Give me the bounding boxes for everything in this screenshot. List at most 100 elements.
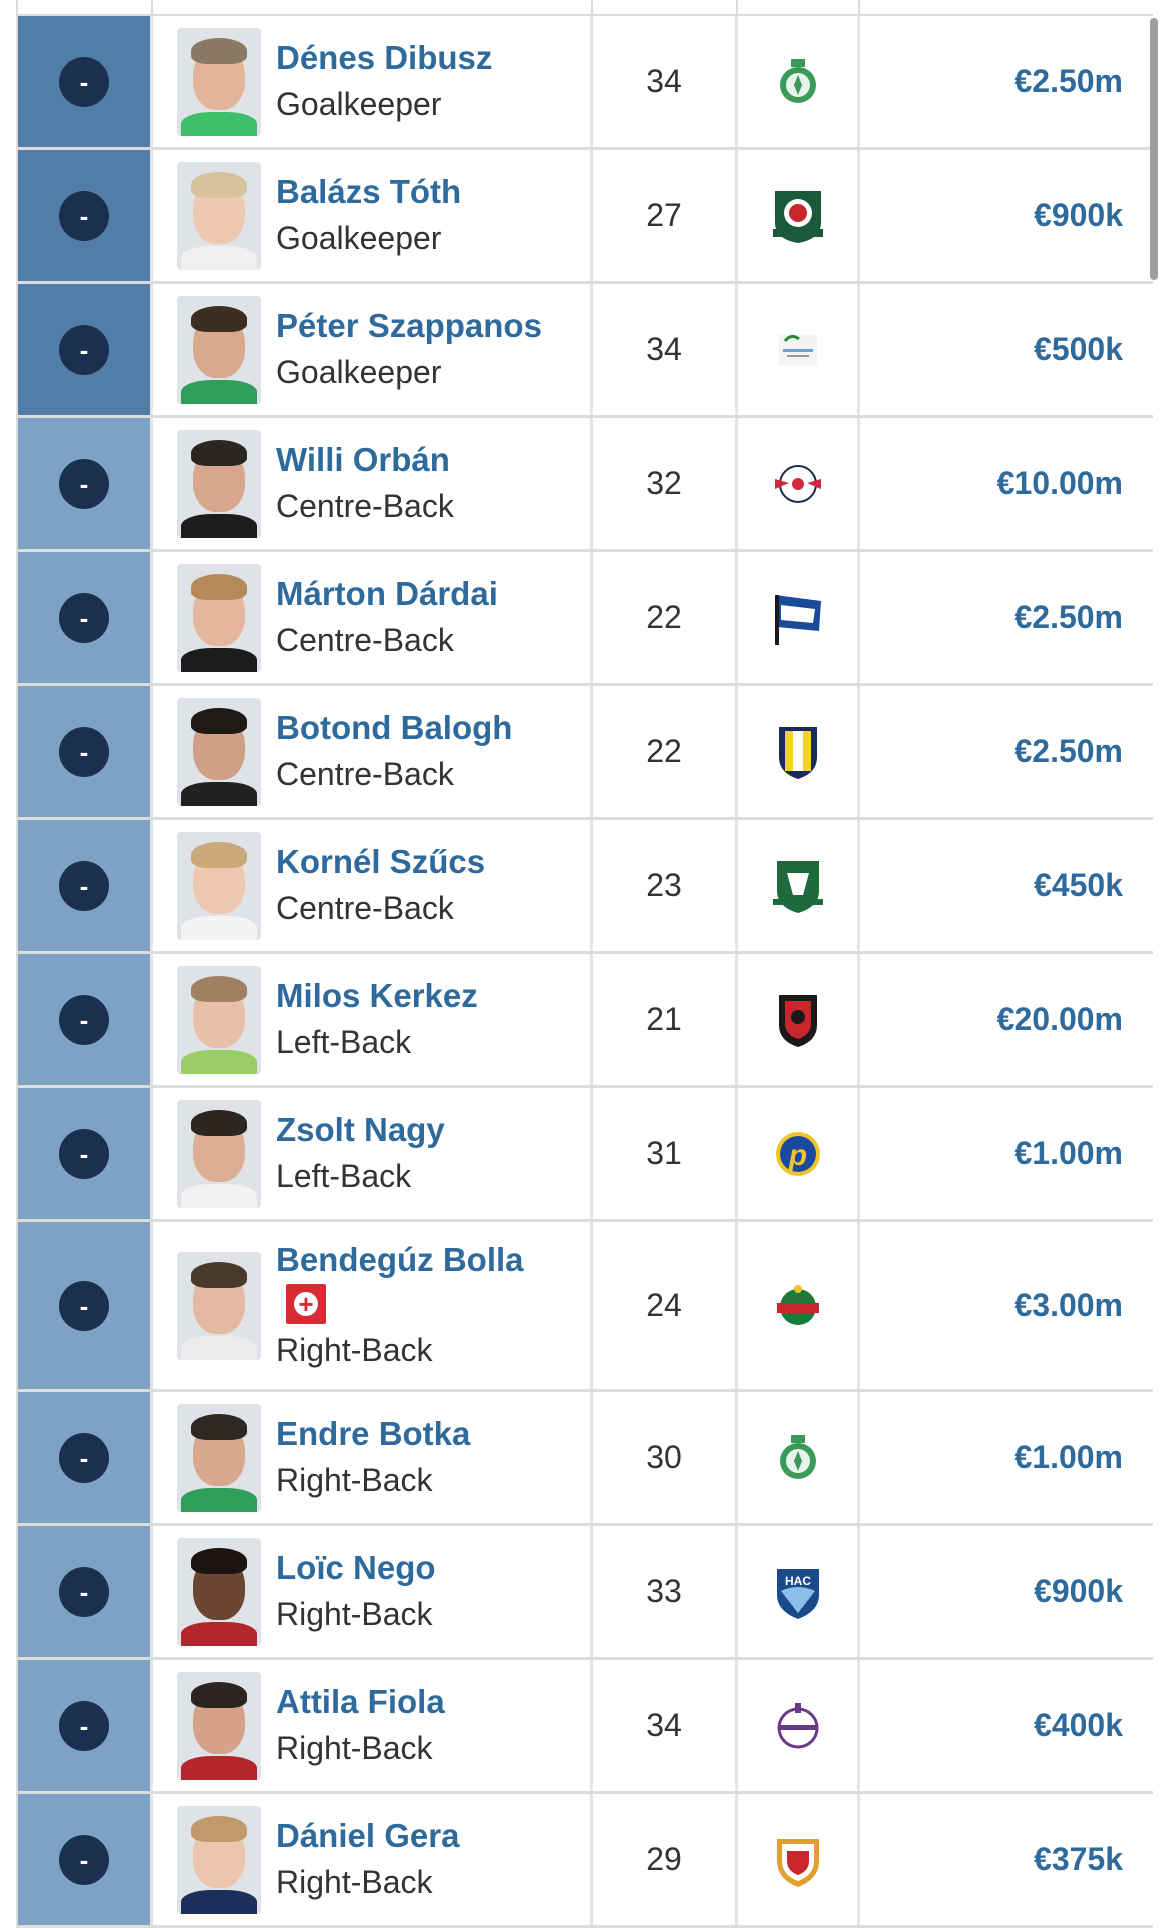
player-photo[interactable]	[177, 1251, 261, 1360]
player-photo[interactable]	[177, 1671, 261, 1780]
shirt-number-cell: -	[18, 1526, 153, 1657]
club-cell	[738, 1222, 860, 1389]
market-value[interactable]: €375k	[1034, 1841, 1123, 1877]
player-cell: Willi Orbán Centre-Back	[153, 418, 593, 549]
plymouth-crest-icon[interactable]	[769, 855, 827, 917]
table-row[interactable]: - Milos Kerkez Left-Back 21 €20.00m	[18, 954, 1153, 1088]
player-photo[interactable]	[177, 1805, 261, 1914]
player-name-link[interactable]: Endre Botka	[276, 1414, 471, 1452]
player-photo[interactable]	[177, 161, 261, 270]
player-photo[interactable]	[177, 563, 261, 672]
player-position: Right-Back	[276, 1595, 433, 1632]
market-value[interactable]: €1.00m	[1014, 1439, 1123, 1475]
player-age: 22	[593, 686, 738, 817]
player-name-link[interactable]: Kornél Szűcs	[276, 842, 486, 880]
player-cell: Márton Dárdai Centre-Back	[153, 552, 593, 683]
shirt-number-cell: -	[18, 418, 153, 549]
rapid-wien-crest-icon[interactable]	[769, 1275, 827, 1337]
market-value[interactable]: €20.00m	[996, 1001, 1123, 1037]
table-row[interactable]: - Kornél Szűcs Centre-Back 23 €450k	[18, 820, 1153, 954]
swiss-flag-icon	[286, 1283, 326, 1324]
player-photo[interactable]	[177, 697, 261, 806]
player-name-link[interactable]: Bendegúz Bolla	[276, 1240, 524, 1278]
table-row[interactable]: - Balázs Tóth Goalkeeper 27 €900k	[18, 150, 1153, 284]
market-value[interactable]: €900k	[1034, 1573, 1123, 1609]
player-name-link[interactable]: Botond Balogh	[276, 708, 513, 746]
shirt-number-badge: -	[59, 1280, 109, 1331]
table-row[interactable]: - Zsolt Nagy Left-Back 31 p €1.00m	[18, 1088, 1153, 1222]
market-value[interactable]: €2.50m	[1014, 63, 1123, 99]
player-name-link[interactable]: Zsolt Nagy	[276, 1110, 445, 1148]
market-value[interactable]: €1.00m	[1014, 1135, 1123, 1171]
club-cell	[738, 150, 860, 281]
table-row[interactable]: - Botond Balogh Centre-Back 22 €2.50m	[18, 686, 1153, 820]
market-value[interactable]: €450k	[1034, 867, 1123, 903]
le-havre-crest-icon[interactable]: HAC	[769, 1561, 827, 1623]
player-position: Left-Back	[276, 1023, 412, 1060]
player-name-link[interactable]: Milos Kerkez	[276, 976, 478, 1014]
player-cell: Bendegúz Bolla Right-Back	[153, 1222, 593, 1389]
market-value[interactable]: €900k	[1034, 197, 1123, 233]
market-value[interactable]: €3.00m	[1014, 1287, 1123, 1323]
club-cell	[738, 954, 860, 1085]
shirt-number-badge: -	[59, 726, 109, 777]
table-row[interactable]: - Loïc Nego Right-Back 33 HAC €900k	[18, 1526, 1153, 1660]
player-photo[interactable]	[177, 295, 261, 404]
player-photo[interactable]	[177, 1403, 261, 1512]
club-logo-icon[interactable]	[769, 319, 827, 381]
hertha-flag-icon[interactable]	[769, 587, 827, 649]
player-position: Goalkeeper	[276, 219, 442, 256]
table-row[interactable]: - Márton Dárdai Centre-Back 22 €2.50m	[18, 552, 1153, 686]
player-photo[interactable]	[177, 429, 261, 538]
player-photo[interactable]	[177, 27, 261, 136]
player-position: Right-Back	[276, 1461, 433, 1498]
player-name-link[interactable]: Balázs Tóth	[276, 172, 462, 210]
ujpest-crest-icon[interactable]	[769, 1695, 827, 1757]
player-photo[interactable]	[177, 965, 261, 1074]
table-body: - Dénes Dibusz Goalkeeper 34 €2.50m -	[18, 16, 1153, 1928]
player-age: 24	[593, 1222, 738, 1389]
market-value[interactable]: €2.50m	[1014, 733, 1123, 769]
shirt-number-badge: -	[59, 1128, 109, 1179]
ferencvaros-crest-icon[interactable]	[769, 1427, 827, 1489]
market-value[interactable]: €500k	[1034, 331, 1123, 367]
table-row[interactable]: - Attila Fiola Right-Back 34 €400k	[18, 1660, 1153, 1794]
table-row[interactable]: - Dénes Dibusz Goalkeeper 34 €2.50m	[18, 16, 1153, 150]
player-name-link[interactable]: Péter Szappanos	[276, 306, 542, 344]
player-age: 22	[593, 552, 738, 683]
market-value[interactable]: €10.00m	[996, 465, 1123, 501]
market-value[interactable]: €2.50m	[1014, 599, 1123, 635]
player-name-link[interactable]: Attila Fiola	[276, 1682, 445, 1720]
market-value[interactable]: €400k	[1034, 1707, 1123, 1743]
parma-crest-icon[interactable]	[769, 721, 827, 783]
scrollbar[interactable]	[1150, 18, 1158, 280]
player-photo[interactable]	[177, 1099, 261, 1208]
club-cell	[738, 1794, 860, 1925]
ferencvaros-crest-icon[interactable]	[769, 51, 827, 113]
player-age: 23	[593, 820, 738, 951]
player-name-link[interactable]: Dániel Gera	[276, 1816, 460, 1854]
table-row[interactable]: - Dániel Gera Right-Back 29 €375k	[18, 1794, 1153, 1928]
table-row[interactable]: - Péter Szappanos Goalkeeper 34 €500k	[18, 284, 1153, 418]
player-age: 21	[593, 954, 738, 1085]
player-position: Right-Back	[276, 1729, 433, 1766]
debrecen-crest-icon[interactable]	[769, 1829, 827, 1891]
table-row[interactable]: - Bendegúz Bolla Right-Back 24 €3.00m	[18, 1222, 1153, 1392]
player-cell: Dénes Dibusz Goalkeeper	[153, 16, 593, 147]
blackburn-crest-icon[interactable]	[769, 185, 827, 247]
puskas-crest-icon[interactable]: p	[769, 1123, 827, 1185]
table-row[interactable]: - Endre Botka Right-Back 30 €1.00m	[18, 1392, 1153, 1526]
shirt-number-badge: -	[59, 56, 109, 107]
player-photo[interactable]	[177, 831, 261, 940]
player-name-link[interactable]: Márton Dárdai	[276, 574, 498, 612]
table-row[interactable]: - Willi Orbán Centre-Back 32 €10.00m	[18, 418, 1153, 552]
bournemouth-crest-icon[interactable]	[769, 989, 827, 1051]
player-age: 27	[593, 150, 738, 281]
player-name-link[interactable]: Dénes Dibusz	[276, 38, 493, 76]
player-name-link[interactable]: Willi Orbán	[276, 440, 450, 478]
player-photo[interactable]	[177, 1537, 261, 1646]
shirt-number-badge: -	[59, 994, 109, 1045]
club-cell: p	[738, 1088, 860, 1219]
player-name-link[interactable]: Loïc Nego	[276, 1548, 436, 1586]
rb-leipzig-crest-icon[interactable]	[769, 453, 827, 515]
